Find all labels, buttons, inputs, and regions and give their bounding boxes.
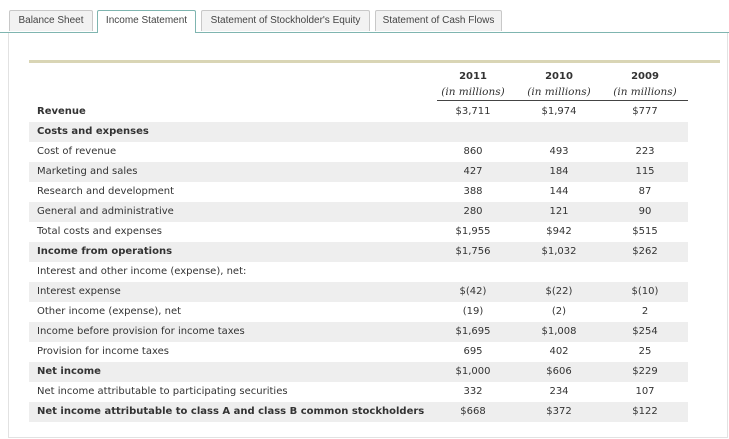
header-bar <box>29 60 720 63</box>
cell-value: $777 <box>632 106 658 117</box>
cell-value: 388 <box>463 186 483 197</box>
cell-value: $1,032 <box>541 246 577 257</box>
table-row: Income before provision for income taxes… <box>29 322 688 342</box>
cell-value: 402 <box>549 346 569 357</box>
table-row: Cost of revenue 860 493 223 <box>29 142 688 162</box>
cell-value: 332 <box>463 386 483 397</box>
row-label: Net income <box>37 366 101 377</box>
cell-value: $1,695 <box>455 326 491 337</box>
header-underline <box>437 100 688 101</box>
column-year: 2011 <box>459 71 487 82</box>
table-row: Interest and other income (expense), net… <box>29 262 688 282</box>
column-unit: (in millions) <box>441 86 505 98</box>
cell-value: $1,000 <box>455 366 491 377</box>
column-unit: (in millions) <box>613 86 677 98</box>
cell-value: 25 <box>638 346 652 357</box>
tab[interactable]: Statement of Stockholder's Equity <box>201 10 370 31</box>
table-row: Research and development 388 144 87 <box>29 182 688 202</box>
cell-value: $229 <box>632 366 658 377</box>
cell-value: 2 <box>641 306 649 317</box>
cell-value: (19) <box>462 306 484 317</box>
row-label: Costs and expenses <box>37 126 149 137</box>
column-year: 2009 <box>631 71 659 82</box>
cell-value: 107 <box>635 386 655 397</box>
tab[interactable]: Statement of Cash Flows <box>375 10 502 31</box>
cell-value: 860 <box>463 146 483 157</box>
row-label: Cost of revenue <box>37 146 117 157</box>
table-row: Interest expense $(42) $(22) $(10) <box>29 282 688 302</box>
cell-value: 234 <box>549 386 569 397</box>
row-label: Research and development <box>37 186 175 197</box>
cell-value: 427 <box>463 166 483 177</box>
row-label: Other income (expense), net <box>37 306 182 317</box>
table-row: Revenue $3,711 $1,974 $777 <box>29 102 688 122</box>
cell-value: $3,711 <box>455 106 491 117</box>
row-label: General and administrative <box>37 206 174 217</box>
cell-value: $1,756 <box>455 246 491 257</box>
table-row: Provision for income taxes 695 402 25 <box>29 342 688 362</box>
cell-value: 115 <box>635 166 655 177</box>
cell-value: $942 <box>546 226 572 237</box>
table-row: Other income (expense), net (19) (2) 2 <box>29 302 688 322</box>
row-label: Income from operations <box>37 246 173 257</box>
cell-value: 144 <box>549 186 569 197</box>
row-label: Marketing and sales <box>37 166 138 177</box>
cell-value: 695 <box>463 346 483 357</box>
cell-value: $668 <box>460 406 486 417</box>
table-row: Net income attributable to class A and c… <box>29 402 688 422</box>
tab[interactable]: Balance Sheet <box>9 10 93 31</box>
cell-value: $606 <box>546 366 572 377</box>
row-label: Provision for income taxes <box>37 346 169 357</box>
table-row: Net income $1,000 $606 $229 <box>29 362 688 382</box>
cell-value: $1,008 <box>541 326 577 337</box>
cell-value: $372 <box>546 406 572 417</box>
table-row: Costs and expenses <box>29 122 688 142</box>
row-label: Interest and other income (expense), net… <box>37 266 247 277</box>
cell-value: $262 <box>632 246 658 257</box>
cell-value: $515 <box>632 226 658 237</box>
table-row: Net income attributable to participating… <box>29 382 688 402</box>
column-unit: (in millions) <box>527 86 591 98</box>
row-label: Net income attributable to participating… <box>37 386 288 397</box>
cell-value: $1,974 <box>541 106 577 117</box>
cell-value: $(10) <box>631 286 659 297</box>
row-label: Interest expense <box>37 286 121 297</box>
cell-value: 280 <box>463 206 483 217</box>
table-row: Total costs and expenses $1,955 $942 $515 <box>29 222 688 242</box>
cell-value: 87 <box>638 186 652 197</box>
tab-strip-line <box>0 32 729 33</box>
cell-value: 90 <box>638 206 652 217</box>
panel <box>8 33 728 438</box>
table-row: Income from operations $1,756 $1,032 $262 <box>29 242 688 262</box>
cell-value: $(22) <box>545 286 573 297</box>
table-row: Marketing and sales 427 184 115 <box>29 162 688 182</box>
cell-value: 121 <box>549 206 569 217</box>
row-label: Income before provision for income taxes <box>37 326 245 337</box>
table-row: General and administrative 280 121 90 <box>29 202 688 222</box>
row-label: Revenue <box>37 106 86 117</box>
tab[interactable]: Income Statement <box>97 10 196 33</box>
cell-value: $122 <box>632 406 658 417</box>
cell-value: (2) <box>551 306 567 317</box>
row-label: Total costs and expenses <box>37 226 162 237</box>
column-year: 2010 <box>545 71 573 82</box>
cell-value: 493 <box>549 146 569 157</box>
cell-value: 184 <box>549 166 569 177</box>
cell-value: $254 <box>632 326 658 337</box>
cell-value: $(42) <box>459 286 487 297</box>
cell-value: $1,955 <box>455 226 491 237</box>
cell-value: 223 <box>635 146 655 157</box>
row-label: Net income attributable to class A and c… <box>37 406 425 417</box>
